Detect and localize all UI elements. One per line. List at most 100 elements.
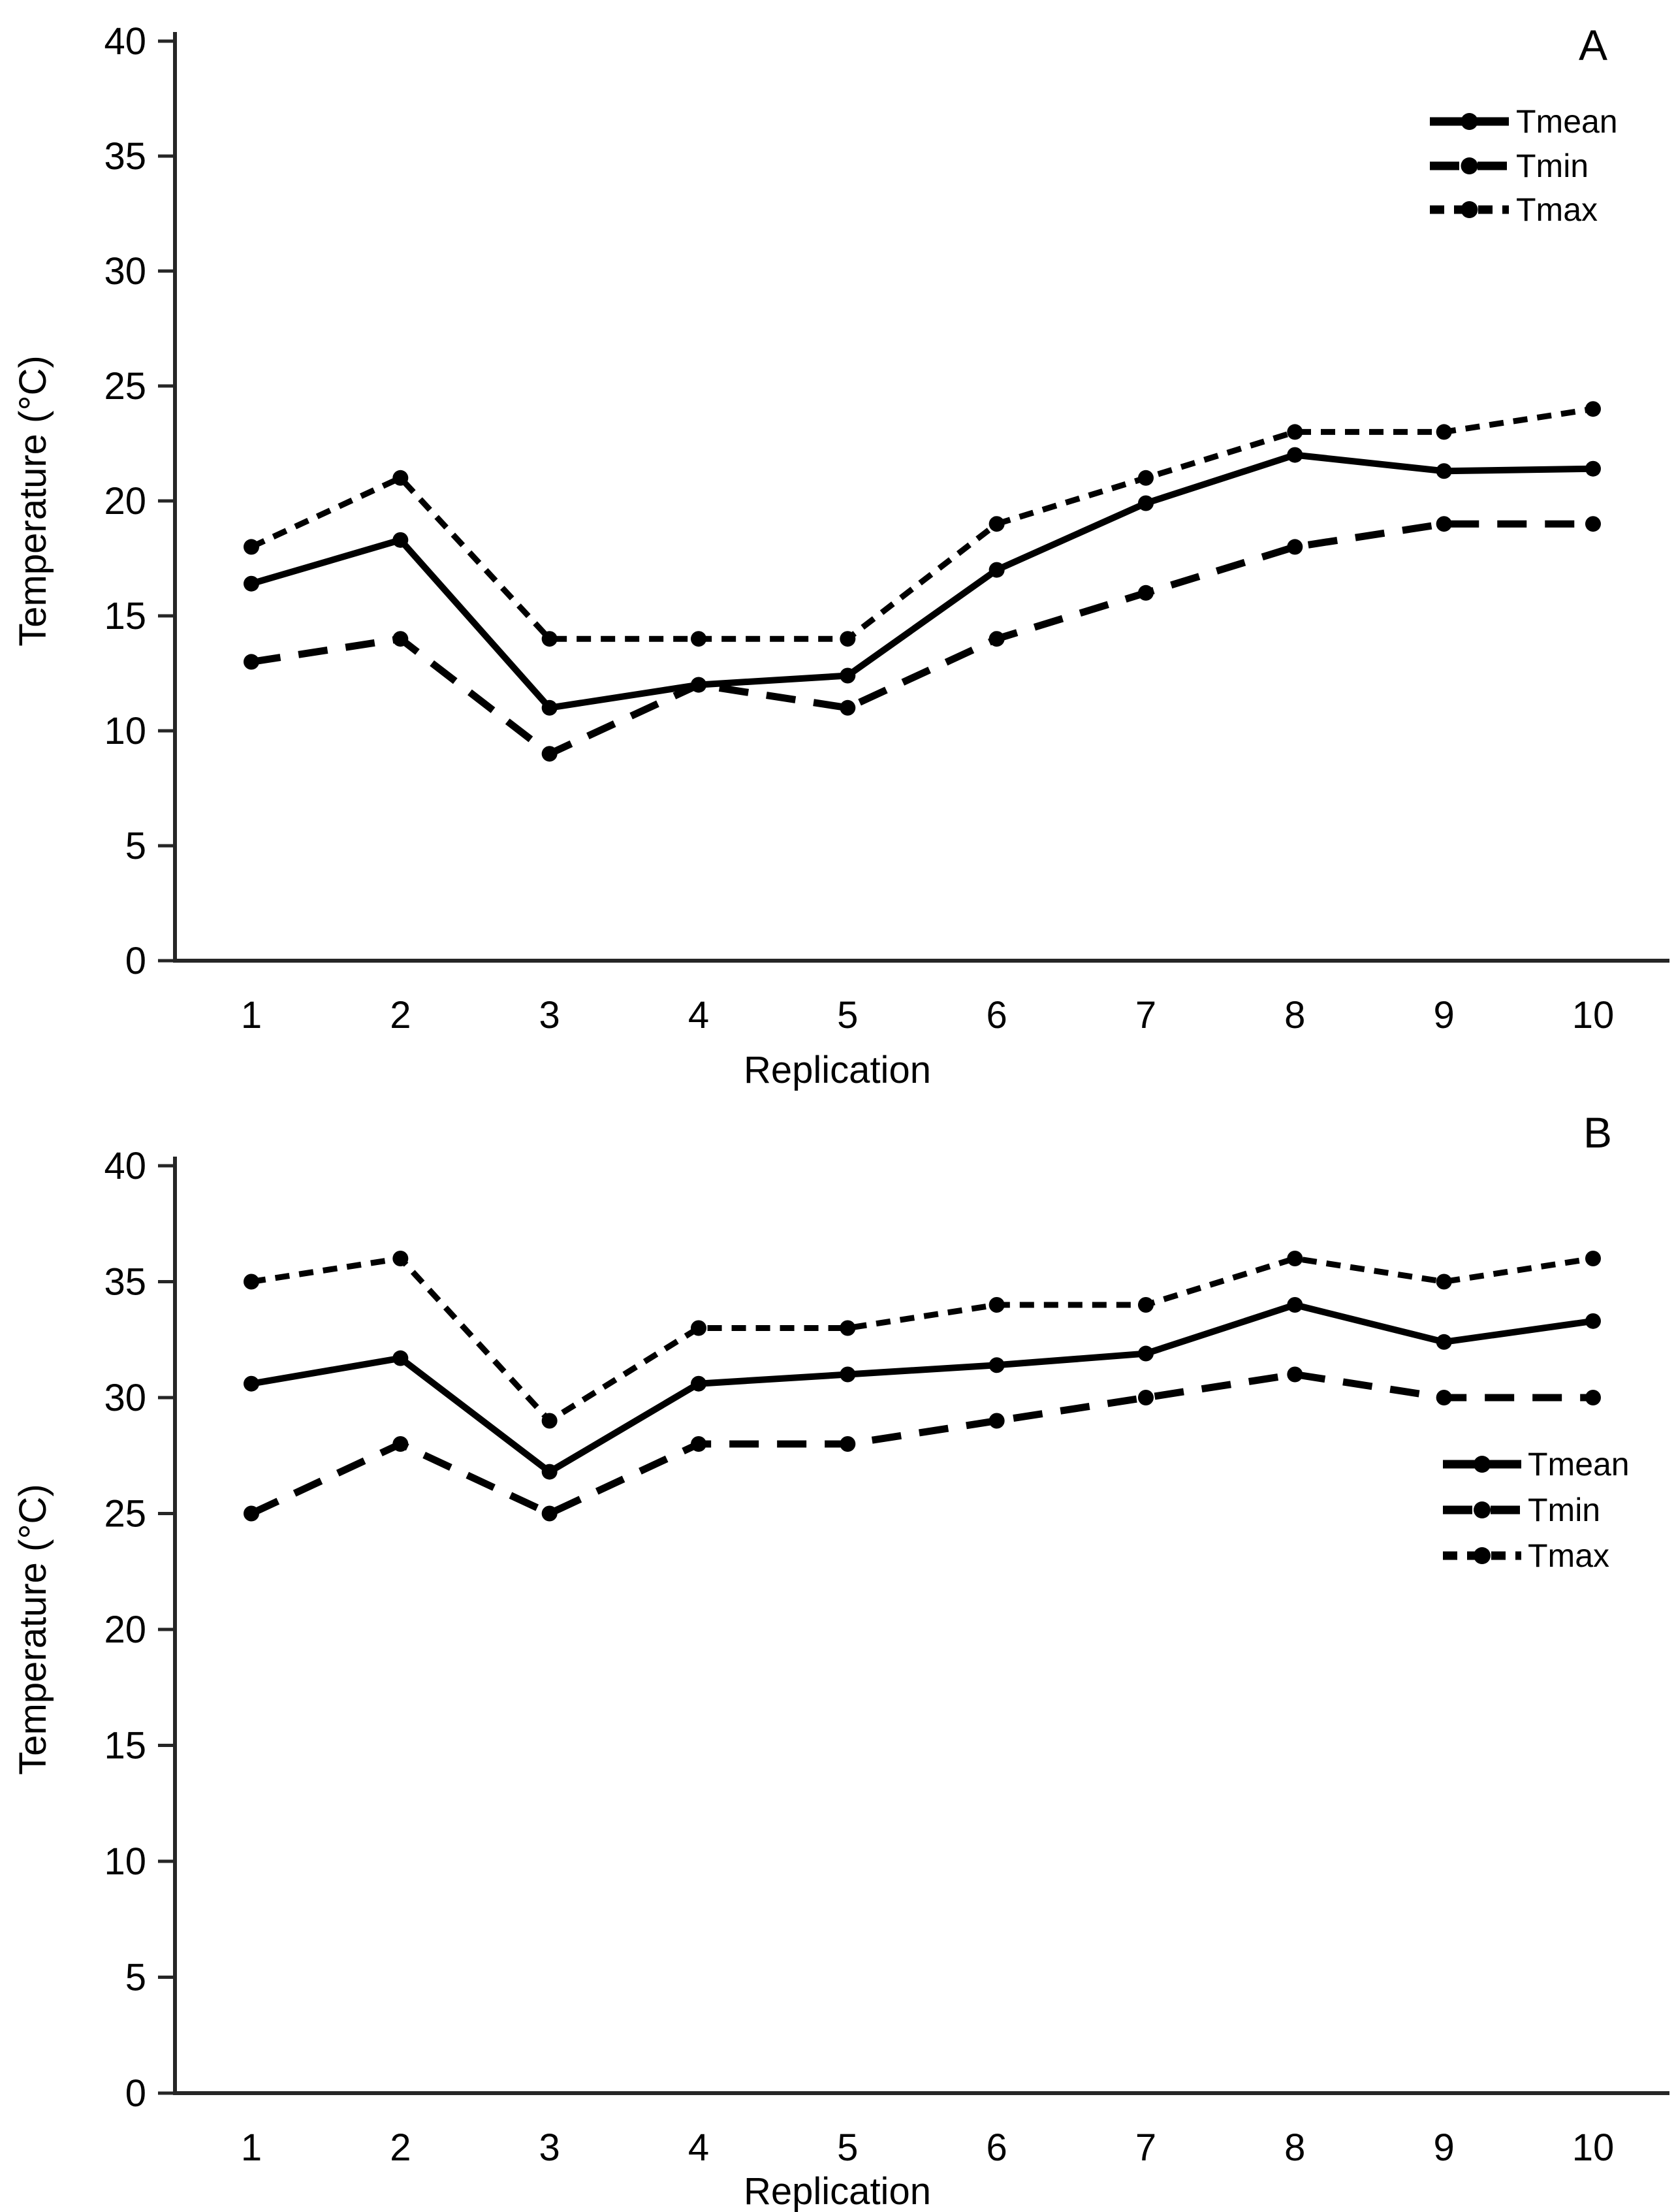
data-point-tmin [988,1413,1005,1429]
data-point-tmin [1287,1366,1303,1383]
legend-item-tmin: Tmin [1430,148,1589,184]
data-point-tmean [392,1350,409,1366]
data-point-tmax [244,539,259,555]
legend-item-tmean: Tmean [1430,103,1618,140]
data-point-tmean [690,1375,706,1392]
data-point-tmax [1287,424,1303,440]
y-tick-label: 0 [125,2072,146,2115]
chart-panel-a: 0 5 10 15 20 25 30 35 40 1 2 3 4 5 6 7 8 9 10 Replication Te… [12,20,1669,1091]
legend-label: Tmin [1516,148,1589,184]
y-tick-label: 25 [104,365,146,408]
x-tick-label: 4 [688,994,709,1036]
data-point-tmean [1287,1297,1303,1313]
data-point-tmean [244,575,259,592]
data-point-tmax [840,1320,856,1336]
data-point-tmean [541,1464,558,1480]
data-point-tmax [1436,424,1452,440]
data-point-tmin [392,1436,409,1452]
x-tick-label: 4 [688,2126,709,2169]
data-point-tmin [1436,516,1452,532]
chart-a-canvas: 0 5 10 15 20 25 30 35 40 1 2 3 4 5 6 7 8 9 10 Replication Te… [12,20,1669,1091]
legend-swatch-marker [1474,1547,1491,1564]
legend-swatch-marker [1461,113,1478,130]
y-tick-label: 20 [104,480,146,522]
x-tick-label: 8 [1284,994,1305,1036]
data-point-tmax [1137,1297,1154,1313]
data-point-tmean [1436,1334,1452,1350]
data-point-tmax [392,1251,409,1266]
y-tick-label: 30 [104,1377,146,1419]
x-tick-label: 7 [1135,2126,1156,2169]
data-point-tmin [392,631,409,647]
series-line-tmax [250,406,1594,642]
y-tick-label: 10 [104,710,146,752]
data-point-tmin [690,677,706,693]
legend-item-tmin: Tmin [1443,1492,1600,1528]
data-point-tmax [1137,470,1154,486]
data-point-tmin [690,1436,706,1452]
data-point-tmax [541,1413,558,1429]
data-point-tmax [1436,1274,1452,1290]
chart-panel-b: 0 5 10 15 20 25 30 35 40 1 2 3 4 5 6 7 8 9 10 Replication Te… [0,1108,1676,2212]
x-tick-label: 3 [539,994,560,1036]
y-tick-label: 20 [104,1609,146,1651]
y-tick-label: 25 [104,1493,146,1535]
legend-label: Tmean [1528,1446,1630,1483]
data-point-tmin [541,1505,558,1522]
x-tick-label: 2 [390,2126,411,2169]
panel-letter: A [1579,21,1607,69]
data-point-tmax [988,516,1005,532]
data-point-tmean [988,1357,1005,1373]
x-tick-label: 9 [1434,994,1455,1036]
x-tick-label: 8 [1284,2126,1305,2169]
data-point-tmin [1585,1390,1601,1405]
x-tick-label: 9 [1434,2126,1455,2169]
data-point-tmean [1585,1313,1601,1329]
y-tick-label: 40 [104,1145,146,1187]
data-point-tmin [244,1505,259,1522]
x-tick-label: 1 [241,2126,262,2169]
series-line-tmean [250,451,1594,712]
data-point-tmax [840,631,856,647]
x-tick-label: 5 [837,2126,858,2169]
x-tick-label: 10 [1572,2126,1615,2169]
legend-label: Tmin [1528,1492,1600,1528]
legend-item-tmax: Tmax [1430,191,1598,228]
data-point-tmin [988,631,1005,647]
legend-swatch-marker [1474,1456,1491,1473]
x-tick-label: 10 [1572,994,1615,1036]
y-tick-label: 0 [125,940,146,982]
data-point-tmin [840,699,856,716]
data-point-tmin [541,746,558,762]
legend-label: Tmax [1516,191,1598,228]
data-point-tmax [1287,1251,1303,1266]
y-tick-label: 5 [125,1957,146,1999]
y-tick-label: 15 [104,1725,146,1767]
y-tick-label: 10 [104,1840,146,1883]
data-point-tmax [988,1297,1005,1313]
x-tick-label: 7 [1135,994,1156,1036]
y-tick-label: 30 [104,250,146,293]
data-point-tmax [1585,401,1601,417]
legend-swatch-marker [1474,1501,1491,1518]
x-axis-title: Replication [744,1049,931,1091]
legend-swatch-marker [1461,201,1478,218]
y-tick-label: 40 [104,20,146,63]
data-point-tmax [690,1320,706,1336]
x-tick-label: 3 [539,2126,560,2169]
chart-b-canvas: 0 5 10 15 20 25 30 35 40 1 2 3 4 5 6 7 8 9 10 Replication Te… [12,1108,1669,2212]
legend-label: Tmax [1528,1537,1609,1574]
data-point-tmin [1137,1390,1154,1405]
series-line-tmean [251,1301,1594,1476]
y-axis-title: Temperature (°C) [12,355,54,646]
data-point-tmean [840,667,856,684]
x-tick-label: 5 [837,994,858,1036]
data-point-tmean [840,1366,856,1383]
x-axis-title: Replication [744,2170,931,2212]
data-point-tmax [1585,1251,1601,1266]
data-point-tmax [244,1274,259,1290]
legend-swatch-marker [1461,157,1478,174]
x-tick-label: 2 [390,994,411,1036]
legend-item-tmax: Tmax [1443,1537,1609,1574]
series-line-tmin [249,1370,1593,1518]
